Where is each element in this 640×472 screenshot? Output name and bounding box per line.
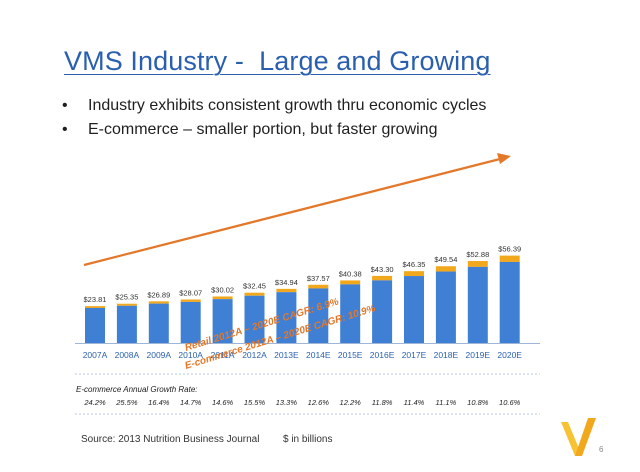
x-tick-label: 2008A (115, 350, 140, 360)
bullet-item: • E-commerce – smaller portion, but fast… (62, 118, 486, 142)
growth-rate-value: 10.6% (499, 398, 521, 407)
value-label-group: $23.81 $25.35 $26.89 $28.07 $30.02 $32.45 $34.… (84, 245, 522, 304)
ecommerce-bar (467, 261, 488, 267)
growth-rate-table: 24.2% 25.5% 16.4% 14.7% 14.6% 15.5% 13.3% 12.6%… (75, 373, 540, 415)
ecommerce-bar (116, 303, 137, 306)
ecommerce-bar (276, 288, 297, 293)
x-tick-label: 2011A (211, 350, 235, 360)
growth-rate-value: 11.1% (436, 398, 457, 407)
retail-bar (499, 261, 520, 343)
bar-value-label: $37.57 (307, 274, 330, 283)
trend-arrow-head (497, 153, 511, 164)
retail-bar (148, 303, 169, 343)
growth-rate-value: 14.6% (212, 398, 234, 407)
ecommerce-bar (340, 280, 361, 285)
retail-bar (244, 295, 265, 343)
growth-rate-value: 12.6% (308, 398, 330, 407)
bullet-text: E-commerce – smaller portion, but faster… (88, 121, 438, 138)
growth-rate-value: 13.3% (276, 398, 298, 407)
bar-value-label: $26.89 (147, 290, 170, 299)
retail-bar (85, 307, 105, 343)
ecommerce-bar (244, 292, 265, 296)
bar-value-label: $40.38 (339, 269, 362, 278)
bar-value-label: $49.54 (434, 255, 457, 264)
page-number: 6 (599, 445, 604, 454)
growth-rate-value: 24.2% (83, 398, 106, 407)
growth-rate-value: 12.2% (340, 398, 362, 407)
bar-value-label: $30.02 (211, 285, 234, 294)
ecommerce-bar (148, 301, 169, 304)
growth-rate-value: 11.8% (372, 398, 393, 407)
bullet-text: Industry exhibits consistent growth thru… (88, 97, 487, 114)
growth-rate-value: 16.4% (148, 398, 170, 407)
retail-bar (435, 271, 456, 343)
bar-value-label: $23.81 (84, 295, 107, 304)
ecommerce-bar (308, 284, 329, 289)
x-tick-label: 2013E (274, 350, 299, 360)
ecommerce-bar (404, 271, 424, 277)
bullet-list: • Industry exhibits consistent growth th… (62, 94, 486, 142)
company-logo (561, 418, 596, 456)
x-tick-label: 2019E (466, 350, 491, 360)
x-tick-label: 2017E (402, 350, 427, 360)
logo-right-stroke (575, 418, 596, 456)
bullet-dot: • (62, 97, 68, 114)
x-tick-label: 2012A (242, 350, 267, 360)
growth-rate-label: E-commerce Annual Growth Rate: (76, 385, 198, 394)
vms-industry-chart: $23.81 $25.35 $26.89 $28.07 $30.02 $32.45 $34.… (75, 153, 540, 415)
growth-arrow (83, 153, 511, 267)
x-tick-label: 2007A (83, 350, 108, 360)
retail-bar (404, 276, 424, 343)
ecommerce-bar (85, 306, 105, 308)
growth-rate-value: 25.5% (115, 398, 138, 407)
growth-rate-value: 11.4% (404, 398, 425, 407)
x-axis: 2007A 2008A 2009A 2010A 2011A 2012A 2013E 2014E… (75, 343, 540, 360)
retail-bar (467, 266, 488, 343)
bar-value-label: $52.88 (466, 250, 489, 259)
x-tick-label: 2014E (306, 350, 331, 360)
x-tick-label: 2010A (178, 350, 203, 360)
growth-rate-value: 10.8% (467, 398, 489, 407)
bar-value-label: $28.07 (179, 288, 202, 297)
logo-left-stroke (561, 422, 582, 456)
bar-group (85, 255, 520, 343)
ecommerce-bar (180, 299, 201, 302)
bar-value-label: $32.45 (243, 282, 266, 291)
bar-value-label: $34.94 (275, 278, 298, 287)
bar-value-label: $43.30 (371, 265, 394, 274)
ecommerce-bar (372, 275, 393, 281)
retail-bar (340, 284, 361, 343)
ecommerce-bar (435, 266, 456, 272)
retail-bar (276, 292, 297, 343)
x-tick-label: 2016E (370, 350, 395, 360)
x-tick-label: 2009A (147, 350, 172, 360)
retail-bar (180, 301, 201, 343)
slide-title: VMS Industry - Large and Growing (64, 46, 491, 76)
bullet-dot: • (62, 121, 68, 138)
x-tick-label: 2018E (434, 350, 459, 360)
x-tick-label: 2015E (338, 350, 363, 360)
bar-value-label: $25.35 (115, 293, 138, 302)
bar-value-label: $46.35 (403, 260, 426, 269)
retail-bar (212, 299, 233, 343)
retail-bar (116, 305, 137, 343)
retail-bar (372, 280, 393, 343)
x-tick-label: 2020E (497, 350, 522, 360)
ecommerce-bar (212, 296, 233, 300)
source-note: Source: 2013 Nutrition Business Journal (81, 434, 260, 445)
growth-rate-value: 15.5% (244, 398, 266, 407)
ecommerce-bar (499, 255, 520, 262)
bar-value-label: $56.39 (498, 245, 521, 254)
retail-bar (308, 288, 329, 343)
units-note: $ in billions (283, 434, 333, 445)
bullet-item: • Industry exhibits consistent growth th… (62, 94, 486, 118)
trend-arrow-line (83, 157, 501, 267)
growth-rate-value: 14.7% (180, 398, 202, 407)
